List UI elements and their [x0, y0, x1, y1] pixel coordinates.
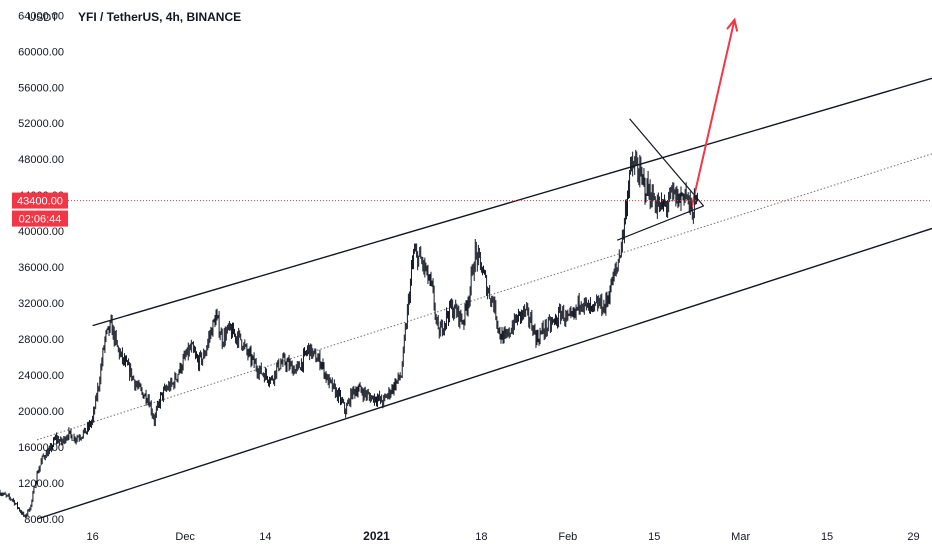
forecast-arrow-head [726, 17, 739, 32]
y-tick-label: 64000.00 [18, 10, 64, 22]
x-tick-label: 14 [259, 531, 271, 543]
x-tick-label: Mar [731, 531, 750, 543]
channel-midline [36, 153, 932, 441]
y-axis[interactable]: 64000.00 60000.00 56000.00 52000.00 48000.00… [18, 10, 64, 526]
y-tick-label: 52000.00 [18, 118, 64, 130]
current-price-marker: 43400.00 02:06:44 [12, 192, 932, 227]
x-tick-label: 15 [821, 531, 833, 543]
triangle-upper-line [629, 118, 705, 207]
countdown-badge [12, 210, 68, 227]
x-tick-label: 18 [475, 531, 487, 543]
y-tick-label: 48000.00 [18, 154, 64, 166]
x-tick-label: 15 [648, 531, 660, 543]
currency-label: USDT [28, 12, 58, 24]
channel-upper-line [92, 77, 932, 327]
x-tick-label: 2021 [363, 529, 390, 543]
x-tick-label: 29 [907, 531, 919, 543]
y-tick-label: 12000.00 [18, 478, 64, 490]
y-tick-label: 60000.00 [18, 46, 64, 58]
drawings [36, 17, 932, 520]
y-tick-label: 56000.00 [18, 82, 64, 94]
candles [0, 149, 698, 518]
current-price-badge [12, 192, 68, 209]
y-tick-label: 20000.00 [18, 406, 64, 418]
x-axis[interactable]: 16 Dec 14 2021 18 Feb 15 Mar 15 29 [86, 529, 919, 543]
x-tick-label: Feb [558, 531, 577, 543]
forecast-arrow [690, 19, 736, 209]
y-tick-label: 32000.00 [18, 298, 64, 310]
y-tick-label: 36000.00 [18, 262, 64, 274]
y-tick-label: 8000.00 [24, 514, 64, 526]
x-tick-label: 16 [86, 531, 98, 543]
x-tick-label: Dec [175, 531, 195, 543]
y-tick-label: 40000.00 [18, 226, 64, 238]
current-price-label: 43400.00 [17, 196, 63, 208]
y-tick-label: 24000.00 [18, 370, 64, 382]
countdown-label: 02:06:44 [19, 214, 62, 226]
symbol-title: YFI / TetherUS, 4h, BINANCE [78, 10, 241, 24]
channel-lower-line [36, 227, 932, 520]
y-tick-label: 28000.00 [18, 334, 64, 346]
y-tick-label: 16000.00 [18, 442, 64, 454]
